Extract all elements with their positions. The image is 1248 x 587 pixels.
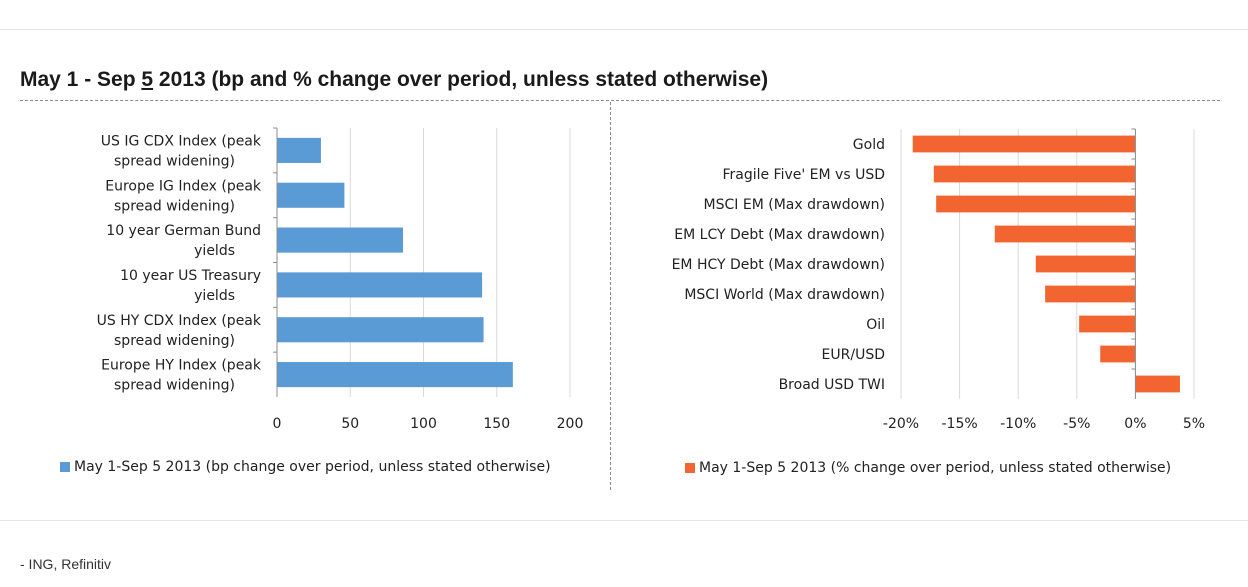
category-label-line-2: spread widening) [114, 198, 235, 214]
bar [912, 135, 1136, 153]
category-label: EUR/USD [822, 347, 885, 363]
legend-swatch [60, 462, 70, 472]
bar [277, 137, 321, 163]
bar [277, 272, 483, 298]
chart-separator [610, 102, 611, 490]
bar [1100, 345, 1136, 363]
x-tick-label: 50 [341, 416, 359, 432]
source-note: - ING, Refinitiv [20, 556, 112, 572]
bar [1045, 285, 1136, 303]
bar [277, 227, 403, 253]
bp-change-bar-chart: 0 50 100 150 200 US IG CDX Index (peak spread … [60, 127, 584, 475]
category-label: Oil [866, 317, 885, 333]
category-label-line-2: spread widening) [114, 378, 235, 394]
category-label-line-1: 10 year German Bund [106, 223, 261, 239]
x-tick-label: 100 [410, 416, 437, 432]
category-label-line-2: yields [194, 288, 235, 304]
pct-change-bar-chart: -20% -15% -10% -5% 0% 5% Gold Fragile Five' EM … [672, 128, 1205, 476]
category-label-line-2: yields [194, 243, 235, 259]
category-label: Gold [853, 137, 885, 153]
category-label: Broad USD TWI [779, 377, 885, 393]
x-tick-label: 0% [1124, 416, 1146, 432]
legend-swatch [685, 463, 695, 473]
category-label: Fragile Five' EM vs USD [722, 167, 885, 183]
x-tick-label: 0 [273, 416, 282, 432]
category-label: MSCI EM (Max drawdown) [704, 197, 885, 213]
category-label-line-1: US IG CDX Index (peak [101, 133, 262, 149]
bar [933, 165, 1136, 183]
title-rule [20, 100, 1220, 101]
bar [277, 362, 513, 388]
title-underlined: 5 [141, 68, 154, 91]
category-label: EM LCY Debt (Max drawdown) [674, 227, 885, 243]
category-label: EM HCY Debt (Max drawdown) [672, 257, 885, 273]
bar [936, 195, 1136, 213]
category-label-line-2: spread widening) [114, 333, 235, 349]
x-tick-label: 150 [483, 416, 510, 432]
bar [277, 182, 345, 208]
category-label-line-1: US HY CDX Index (peak [97, 313, 262, 329]
x-tick-label: 200 [557, 416, 584, 432]
category-label-line-1: Europe HY Index (peak [101, 358, 262, 374]
category-label-line-1: Europe IG Index (peak [105, 178, 262, 194]
bar [994, 225, 1136, 243]
page-title: May 1 - Sep 5 2013 (bp and % change over… [20, 68, 768, 92]
x-tick-label: 5% [1183, 416, 1205, 432]
x-tick-label: -20% [883, 416, 919, 432]
bar [1079, 315, 1136, 333]
top-divider [0, 29, 1248, 30]
category-label-line-1: 10 year US Treasury [120, 268, 261, 284]
title-part-1: May 1 - Sep [20, 68, 142, 91]
legend-label: May 1-Sep 5 2013 (% change over period, … [699, 460, 1171, 476]
bar [1135, 375, 1180, 393]
x-tick-label: -5% [1063, 416, 1090, 432]
bar [277, 317, 484, 343]
legend-label: May 1-Sep 5 2013 (bp change over period,… [74, 459, 551, 475]
x-tick-label: -15% [942, 416, 978, 432]
bottom-divider [0, 520, 1248, 521]
x-tick-label: -10% [1000, 416, 1036, 432]
category-label-line-2: spread widening) [114, 153, 235, 169]
title-part-2: 2013 (bp and % change over period, unles… [153, 68, 769, 91]
bar [1035, 255, 1136, 273]
category-label: MSCI World (Max drawdown) [684, 287, 885, 303]
